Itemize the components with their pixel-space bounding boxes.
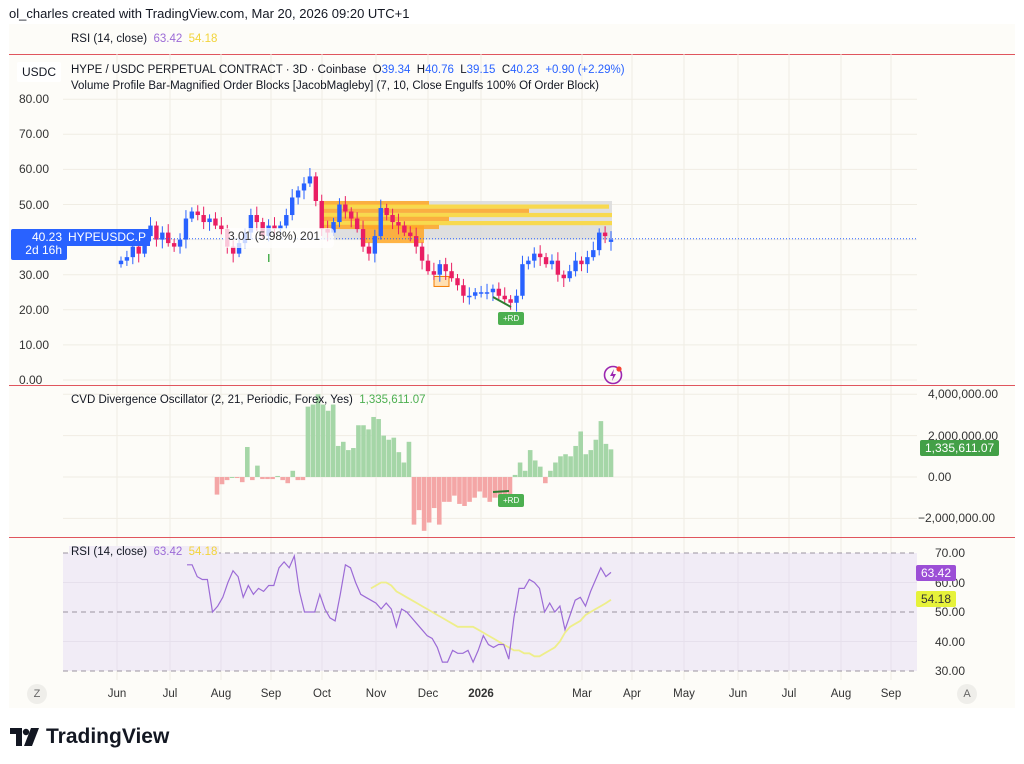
time-tick: Aug	[210, 688, 232, 700]
symbol-legend: HYPE / USDC PERPETUAL CONTRACT · 3D · Co…	[71, 64, 625, 76]
top-rsi-strip: RSI (14, close) 63.42 54.18	[9, 24, 1015, 54]
cvd-value: 1,335,611.07	[359, 394, 426, 406]
change-value: +0.90 (+2.29%)	[545, 64, 625, 76]
price-tick: 30.00	[19, 267, 50, 282]
rsi-legend: RSI (14, close) 63.42 54.18	[69, 546, 220, 558]
measure-label: 3.01 (5.98%) 201	[224, 228, 334, 248]
rsi-tick: 40.00	[935, 634, 966, 649]
close-label: C	[501, 64, 511, 76]
rsi-tick: 70.00	[935, 546, 966, 560]
price-tick: 80.00	[19, 92, 50, 107]
time-tick: Dec	[417, 688, 439, 700]
time-axis[interactable]: Z Jun Jul Aug Sep Oct Nov Dec 2026 Mar Apr May Jun J…	[9, 680, 1015, 708]
time-tick: May	[673, 688, 695, 700]
rsi-tick: 50.00	[935, 605, 966, 619]
rsi-title[interactable]: RSI (14, close)	[71, 546, 148, 558]
high-value: 40.76	[425, 64, 454, 76]
symbol-tag: HYPEUSDC.P	[64, 229, 151, 246]
bar-countdown: 2d 16h	[25, 243, 62, 257]
close-value: 40.23	[510, 64, 539, 76]
pane-separator[interactable]	[9, 54, 1015, 55]
time-tick: Jul	[162, 688, 178, 700]
price-tick: 10.00	[19, 337, 50, 352]
cvd-tick: 2,000,000.00	[928, 428, 999, 443]
chart-canvas[interactable]	[9, 24, 1015, 680]
low-value: 39.15	[466, 64, 496, 76]
open-label: O	[372, 64, 382, 76]
price-tick: 60.00	[19, 162, 50, 177]
tradingview-wordmark: TradingView	[46, 725, 170, 748]
tradingview-logo[interactable]: TradingView	[10, 725, 169, 749]
top-rsi-ma-value: 54.18	[188, 33, 218, 45]
price-tick: 50.00	[19, 197, 50, 212]
price-tick: 70.00	[19, 127, 50, 142]
attribution-text: ol_charles created with TradingView.com,…	[9, 6, 410, 21]
time-tick: Jun	[107, 688, 127, 700]
last-price: 40.23	[31, 230, 62, 244]
cvd-title[interactable]: CVD Divergence Oscillator (2, 21, Period…	[71, 394, 353, 406]
time-tick: Jul	[781, 688, 797, 700]
time-tick: Oct	[313, 688, 331, 700]
pane-separator[interactable]	[9, 537, 1015, 538]
zoom-toggle-button[interactable]: Z	[27, 684, 47, 704]
rsi-ma-value: 54.18	[188, 546, 218, 558]
cvd-tick: −2,000,000.00	[918, 511, 996, 526]
currency-label[interactable]: USDC	[17, 62, 61, 82]
price-tick: 0.00	[19, 373, 43, 387]
cvd-value-tag: 1,335,611.07	[920, 440, 1000, 456]
low-label: L	[460, 64, 467, 76]
time-tick: Apr	[623, 688, 641, 700]
time-tick: Jun	[728, 688, 748, 700]
auto-scale-button[interactable]: A	[957, 684, 977, 704]
cvd-tick: 4,000,000.00	[928, 387, 999, 402]
rsi-tick: 30.00	[935, 664, 966, 678]
lightning-alert-icon[interactable]	[603, 365, 623, 385]
cvd-tick: 0.00	[928, 470, 952, 484]
rsi-value-tag: 63.42	[916, 565, 957, 581]
rsi-value: 63.42	[153, 546, 183, 558]
top-rsi-value: 63.42	[153, 33, 183, 45]
rd-badge-cvd: +RD	[498, 494, 525, 507]
rd-badge-main: +RD	[498, 312, 525, 325]
indicator-legend[interactable]: Volume Profile Bar-Magnified Order Block…	[71, 80, 599, 92]
tradingview-logo-icon	[10, 728, 39, 746]
top-rsi-label: RSI (14, close)	[71, 33, 148, 45]
rsi-ma-value-tag: 54.18	[916, 591, 957, 607]
top-rsi-legend: RSI (14, close) 63.42 54.18	[71, 33, 217, 45]
time-tick: Mar	[572, 688, 592, 700]
time-tick: Sep	[880, 688, 902, 700]
pane-separator[interactable]	[9, 385, 1015, 386]
open-value: 39.34	[381, 64, 411, 76]
cvd-legend: CVD Divergence Oscillator (2, 21, Period…	[71, 394, 426, 406]
last-price-tag: 40.23 2d 16h	[11, 229, 67, 260]
price-tick: 20.00	[19, 302, 50, 317]
high-label: H	[416, 64, 426, 76]
time-tick: Sep	[260, 688, 282, 700]
time-tick: Nov	[365, 688, 387, 700]
chart-frame: RSI (14, close) 63.42 54.18 USDC HYPE / …	[9, 24, 1015, 708]
time-tick: 2026	[468, 688, 494, 700]
time-tick: Aug	[830, 688, 852, 700]
symbol-title[interactable]: HYPE / USDC PERPETUAL CONTRACT · 3D · Co…	[71, 64, 367, 76]
